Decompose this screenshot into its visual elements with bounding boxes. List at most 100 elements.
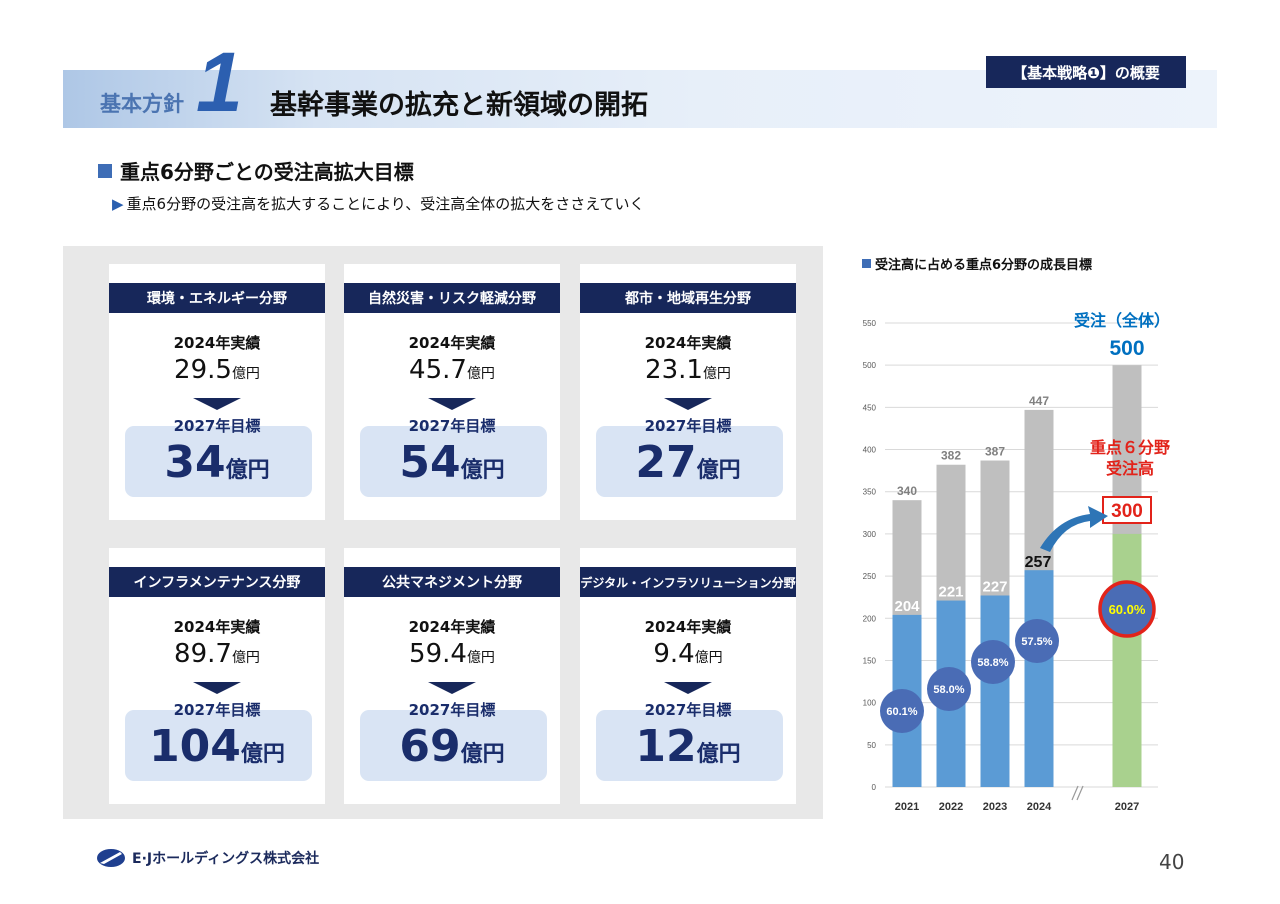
focus-target-value: 300	[1111, 501, 1143, 522]
percent-bubble-target	[1098, 580, 1156, 638]
axis-break-mark	[1076, 785, 1084, 801]
target-label: 2027年目標	[408, 417, 496, 435]
target-box	[596, 710, 783, 781]
percent-label: 60.0%	[1109, 602, 1146, 617]
field-card: 公共マネジメント分野 2024年実績 59.4億円 2027年目標 69億円	[344, 548, 560, 804]
focus-data-label: 257	[1025, 554, 1052, 571]
policy-number: 1	[196, 35, 243, 129]
bar-focus	[1112, 533, 1142, 787]
actual-label: 2024年実績	[173, 334, 261, 352]
down-arrow-icon	[428, 398, 476, 410]
target-box	[125, 426, 312, 497]
x-tick-label: 2021	[895, 801, 919, 813]
x-tick-label: 2022	[939, 801, 963, 813]
y-tick-label: 350	[863, 488, 877, 497]
focus-annotation: 重点６分野	[1090, 438, 1170, 457]
company-logo: E·Jホールディングス株式会社	[96, 848, 319, 868]
percent-label: 57.5%	[1021, 636, 1052, 648]
target-label: 2027年目標	[408, 701, 496, 719]
card-title: 環境・エネルギー分野	[109, 283, 325, 313]
square-bullet-icon	[98, 163, 112, 178]
actual-label: 2024年実績	[644, 334, 732, 352]
field-card: 自然災害・リスク軽減分野 2024年実績 45.7億円 2027年目標 54億円	[344, 264, 560, 520]
actual-value: 9.4億円	[580, 639, 796, 669]
chart-title: 受注高に占める重点6分野の成長目標	[862, 254, 1092, 273]
target-number: 69	[399, 721, 461, 772]
actual-number: 59.4	[409, 639, 467, 669]
actual-number: 29.5	[174, 355, 232, 385]
percent-label: 60.1%	[886, 706, 917, 718]
target-value: 104億円	[109, 723, 325, 771]
field-card: 都市・地域再生分野 2024年実績 23.1億円 2027年目標 27億円	[580, 264, 796, 520]
section-subtitle: ▶ 重点6分野の受注高を拡大することにより、受注高全体の拡大をささえていく	[112, 193, 644, 214]
axis-break-mark	[1071, 785, 1079, 801]
actual-label: 2024年実績	[408, 334, 496, 352]
focus-data-label: 227	[982, 578, 1007, 595]
down-arrow-icon	[428, 682, 476, 694]
actual-number: 9.4	[653, 639, 695, 669]
total-data-label: 340	[897, 484, 917, 498]
y-tick-label: 500	[863, 361, 877, 370]
target-unit: 億円	[460, 742, 505, 767]
x-tick-label: 2027	[1115, 801, 1139, 813]
target-number: 34	[164, 437, 226, 488]
percent-bubble	[971, 640, 1015, 684]
target-value: 27億円	[580, 439, 796, 487]
focus-target-box	[1102, 496, 1152, 524]
actual-number: 89.7	[174, 639, 232, 669]
percent-label: 58.0%	[933, 684, 964, 696]
y-tick-label: 100	[863, 699, 877, 708]
percent-bubble	[927, 667, 971, 711]
target-value: 54億円	[344, 439, 560, 487]
target-number: 104	[149, 721, 241, 772]
actual-label: 2024年実績	[408, 618, 496, 636]
order-growth-chart: 0 50 100 150 200 250 300 350 400 450 500 550 2021 202…	[863, 311, 1170, 813]
card-title: インフラメンテナンス分野	[109, 567, 325, 597]
actual-number: 45.7	[409, 355, 467, 385]
x-tick-label: 2024	[1027, 801, 1052, 813]
section-subtitle-text: 重点6分野の受注高を拡大することにより、受注高全体の拡大をささえていく	[126, 195, 645, 213]
chart-title-text: 受注高に占める重点6分野の成長目標	[875, 258, 1093, 273]
target-box	[596, 426, 783, 497]
triangle-bullet-icon: ▶	[112, 195, 124, 213]
page-title: 基幹事業の拡充と新領域の開拓	[270, 90, 648, 121]
actual-value: 89.7億円	[109, 639, 325, 669]
total-data-label: 382	[941, 449, 961, 463]
growth-arrow-icon	[1040, 506, 1108, 552]
actual-number: 23.1	[645, 355, 703, 385]
target-label: 2027年目標	[644, 417, 732, 435]
actual-unit: 億円	[466, 650, 495, 666]
target-box	[125, 710, 312, 781]
actual-unit: 億円	[702, 366, 731, 382]
target-value: 12億円	[580, 723, 796, 771]
target-number: 27	[635, 437, 697, 488]
y-tick-label: 50	[867, 741, 876, 750]
y-tick-label: 450	[863, 403, 877, 412]
target-label: 2027年目標	[644, 701, 732, 719]
strategy-tag: 【基本戦略❶】の概要	[986, 56, 1186, 88]
target-unit: 億円	[696, 458, 741, 483]
field-card: デジタル・インフラソリューション分野 2024年実績 9.4億円 2027年目標…	[580, 548, 796, 804]
y-tick-label: 150	[863, 656, 877, 665]
actual-unit: 億円	[231, 650, 260, 666]
down-arrow-icon	[664, 682, 712, 694]
y-tick-label: 0	[872, 783, 877, 792]
card-title: デジタル・インフラソリューション分野	[580, 567, 796, 597]
bar-focus	[1024, 570, 1054, 787]
y-tick-label: 300	[863, 530, 877, 539]
percent-bubble	[1015, 619, 1059, 663]
card-title: 公共マネジメント分野	[344, 567, 560, 597]
y-tick-label: 250	[863, 572, 877, 581]
target-unit: 億円	[460, 458, 505, 483]
y-tick-label: 550	[863, 319, 877, 328]
x-tick-label: 2023	[983, 801, 1007, 813]
target-unit: 億円	[696, 742, 741, 767]
target-unit: 億円	[225, 458, 270, 483]
actual-unit: 億円	[694, 650, 723, 666]
section-title: 重点6分野ごとの受注高拡大目標	[98, 156, 414, 185]
focus-data-label: 204	[894, 598, 920, 615]
policy-label: 基本方針	[100, 92, 184, 116]
field-card: インフラメンテナンス分野 2024年実績 89.7億円 2027年目標 104億…	[109, 548, 325, 804]
y-tick-label: 400	[863, 446, 877, 455]
bar-focus	[980, 595, 1010, 787]
